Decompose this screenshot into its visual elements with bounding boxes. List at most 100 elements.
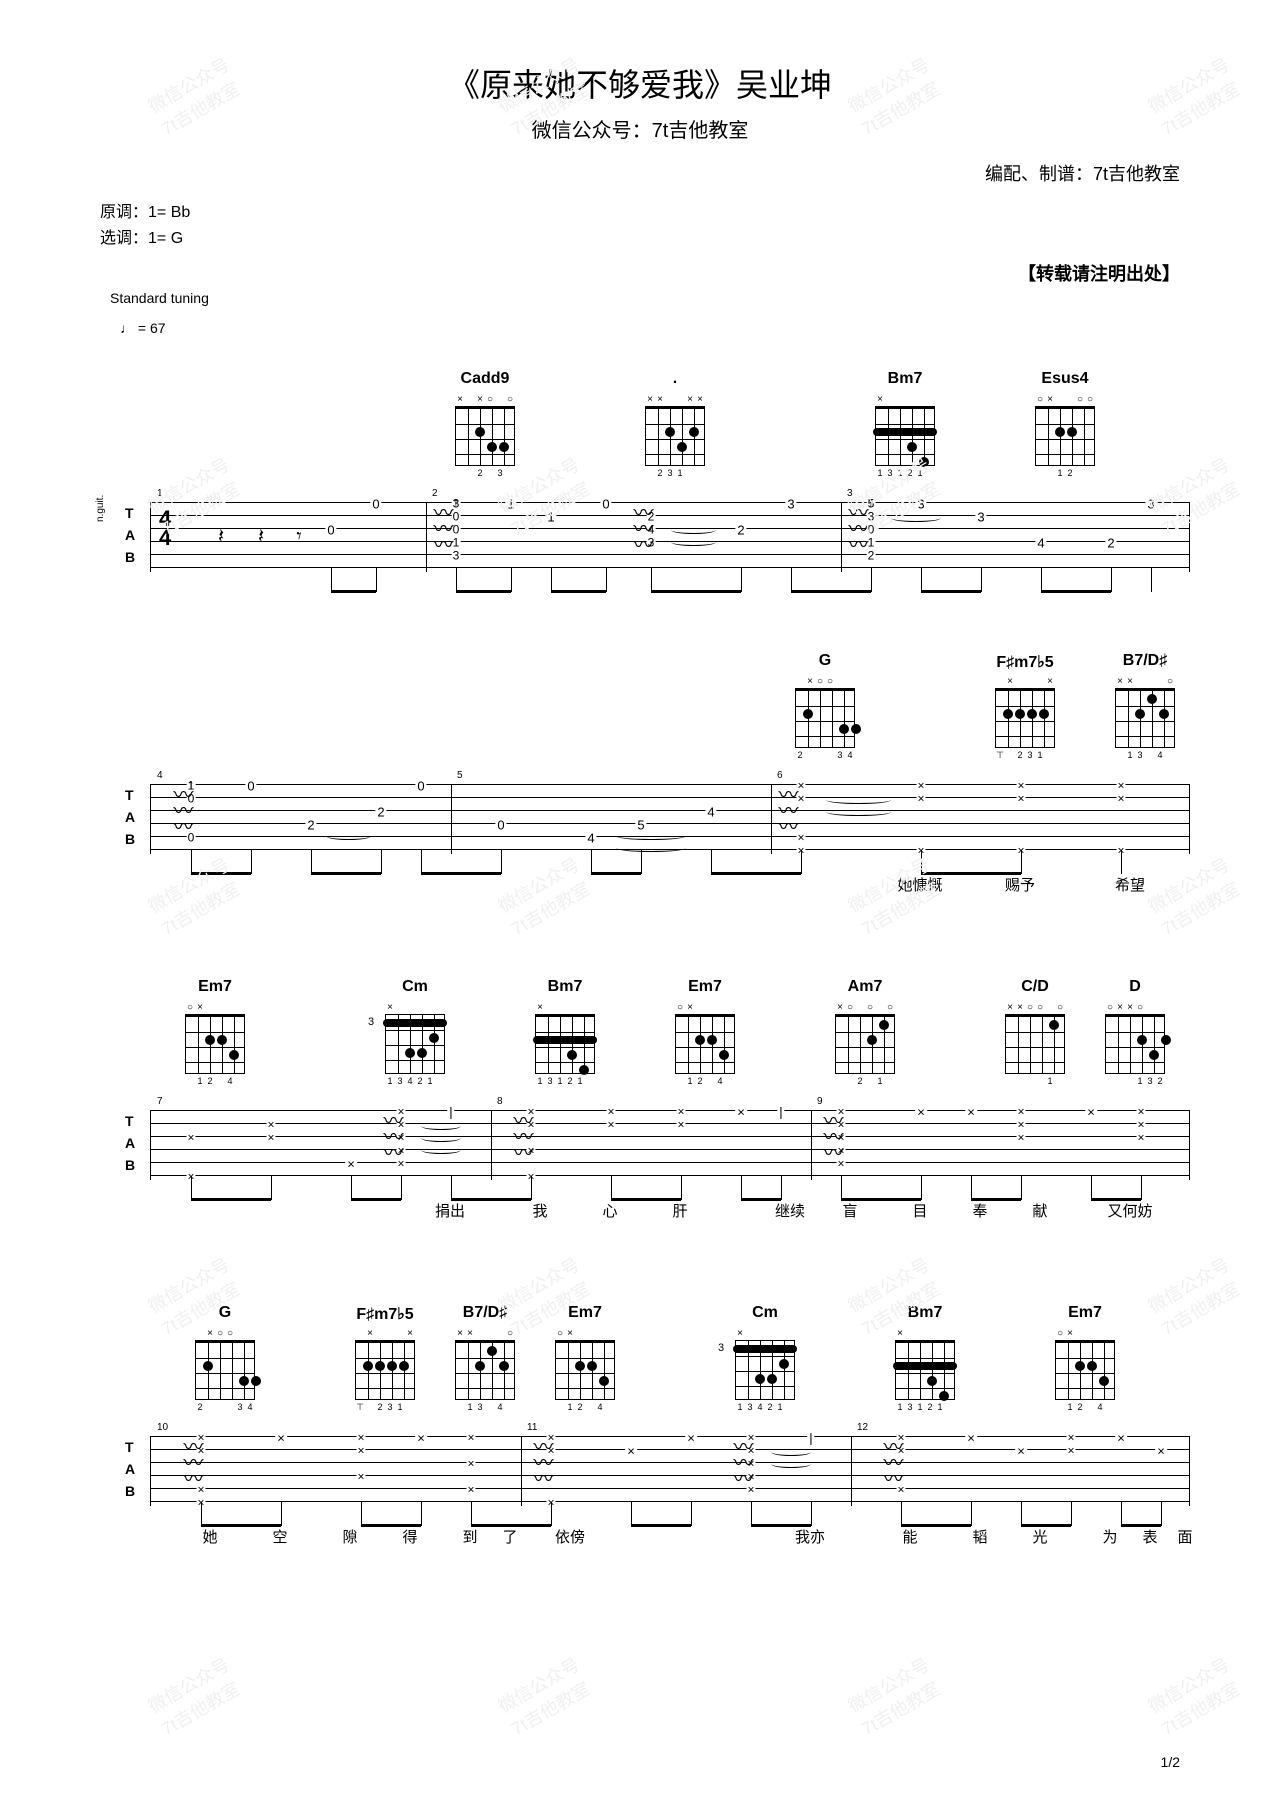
chord-name: . — [673, 370, 677, 390]
measure-number: 8 — [497, 1096, 503, 1107]
tab-staff: 789TAB××××××××××|×××××××××|×××××××××××××… — [150, 1110, 1190, 1180]
strum-wavy-icon: 〰〰〰 — [826, 1110, 836, 1158]
chord-name: Am7 — [848, 978, 883, 998]
tie-arc — [616, 844, 686, 852]
tab-note: 3 — [915, 497, 926, 512]
chord-name: Bm7 — [908, 1304, 943, 1324]
tab-note: 4 — [705, 805, 716, 820]
tab-note: 0 — [495, 818, 506, 833]
tab-note: × — [685, 1431, 697, 1446]
tie-arc — [671, 526, 716, 534]
tempo-marking: ♩ = 67 — [120, 320, 166, 336]
tab-clef-label: TAB — [125, 506, 135, 572]
strum-wavy-icon: 〰〰〰 — [736, 1436, 746, 1484]
rest-symbol: 𝄽 — [258, 526, 264, 549]
tab-staff: 456TAB10002200454×××××××××××××〰〰〰〰〰〰↑ — [150, 784, 1190, 854]
chord-name: Cm — [402, 978, 428, 998]
lyric-syllable: 依傍 — [555, 1526, 585, 1547]
chord-diagram: ×13121 — [890, 1328, 960, 1418]
lyric-syllable: 空 — [272, 1526, 287, 1547]
tab-note: × — [415, 1431, 427, 1446]
tab-system: G×○○234F♯m7♭5××⊤231B7/D♯××○134456TAB1000… — [90, 652, 1190, 898]
time-signature: 44 — [159, 510, 171, 547]
chord-diagram: ××○○○1 — [1000, 1002, 1070, 1092]
lyric-syllable: 她 — [202, 1526, 217, 1547]
original-key: 原调：1= Bb — [100, 200, 190, 226]
chord-name: B7/D♯ — [1123, 652, 1167, 672]
instrument-label: n.guit. — [95, 495, 106, 522]
tab-note: × — [965, 1431, 977, 1446]
watermark: 微信公众号7t吉他教室 — [493, 1651, 597, 1741]
tab-note: × — [1085, 1105, 1097, 1120]
lyric-syllable: 奉 — [972, 1200, 987, 1221]
watermark: 微信公众号7t吉他教室 — [143, 1651, 247, 1741]
repost-note: 【转载请注明出处】 — [1018, 260, 1180, 286]
tab-note: | — [807, 1431, 814, 1446]
chord-diagram: ××○○23 — [450, 394, 520, 484]
tab-note: 0 — [325, 523, 336, 538]
lyric-syllable: 赐予 — [1005, 874, 1035, 895]
measure-number: 1 — [157, 488, 163, 499]
tab-note: | — [447, 1105, 454, 1120]
rest-symbol: 𝄾 — [296, 526, 301, 549]
tie-arc — [771, 1448, 811, 1456]
tab-note: × — [1155, 1444, 1167, 1459]
lyric-syllable: 隙 — [342, 1526, 357, 1547]
lyric-syllable: 献 — [1032, 1200, 1047, 1221]
chord-diagram: ○×○○12 — [1030, 394, 1100, 484]
chord-name: G — [219, 1304, 231, 1324]
lyric-row: 她空隙得到了依傍我亦能韬光为表面 — [150, 1526, 1190, 1550]
chord-name: Em7 — [568, 1304, 602, 1324]
chord-diagram: ××⊤231 — [350, 1328, 420, 1418]
tuning-label: Standard tuning — [110, 290, 209, 306]
tab-note: 4 — [1035, 536, 1046, 551]
measure-number: 2 — [432, 488, 438, 499]
lyric-syllable: 肝 — [672, 1200, 687, 1221]
chord-diagram: ×○○234 — [790, 676, 860, 766]
strum-wavy-icon: 〰〰〰 — [516, 1110, 526, 1158]
tab-note: × — [275, 1431, 287, 1446]
tab-note: × — [915, 1105, 927, 1120]
strum-wavy-icon: 〰〰〰 — [436, 502, 446, 550]
tab-note: × — [1115, 1431, 1127, 1446]
chord-diagram: ×○○○21 — [830, 1002, 900, 1092]
tie-arc — [891, 514, 941, 522]
measure-number: 9 — [817, 1096, 823, 1107]
lyric-syllable: 盲 — [842, 1200, 857, 1221]
chord-diagram: ××××231 — [640, 394, 710, 484]
watermark: 微信公众号7t吉他教室 — [843, 1651, 947, 1741]
lyric-syllable: 心 — [602, 1200, 617, 1221]
tab-note: 2 — [305, 818, 316, 833]
lyric-syllable: 捐出 — [435, 1200, 465, 1221]
tab-note: | — [777, 1105, 784, 1120]
song-title: 《原来她不够爱我》吴业坤 — [90, 60, 1190, 106]
measure-number: 6 — [777, 770, 783, 781]
tie-arc — [326, 832, 371, 840]
tab-note: × — [735, 1105, 747, 1120]
lyric-syllable: 我亦 — [795, 1526, 825, 1547]
tab-system: Cadd9××○○23.××××231Bm7×13121Esus4○×○○121… — [90, 370, 1190, 572]
tab-note: 4 — [585, 831, 596, 846]
selected-key: 选调：1= G — [100, 226, 190, 252]
chord-name: C/D — [1021, 978, 1049, 998]
tie-arc — [826, 808, 891, 816]
tab-note: 3 — [785, 497, 796, 512]
chord-diagram: ×313421 — [730, 1328, 800, 1418]
chord-name: G — [819, 652, 831, 672]
lyric-row: 捐出我心肝继续盲目奉献又何妨 — [150, 1200, 1190, 1224]
tab-note: 2 — [1105, 536, 1116, 551]
subtitle: 微信公众号：7t吉他教室 — [90, 114, 1190, 143]
strum-wavy-icon: 〰〰〰 — [186, 1436, 196, 1484]
watermark: 微信公众号7t吉他教室 — [1143, 1651, 1247, 1741]
measure-number: 3 — [847, 488, 853, 499]
strum-wavy-icon: 〰〰〰 — [851, 502, 861, 550]
tie-arc — [421, 1122, 461, 1130]
arrow-up-icon: ↑ — [453, 494, 460, 510]
chord-diagram: ×313421 — [380, 1002, 450, 1092]
chord-diagram: ○×124 — [1050, 1328, 1120, 1418]
page-number: 1/2 — [1161, 1754, 1180, 1770]
strum-wavy-icon: 〰〰〰 — [781, 784, 791, 832]
lyric-syllable: 到 — [462, 1526, 477, 1547]
tab-note: 0 — [600, 497, 611, 512]
arrow-up-icon: ↑ — [188, 776, 195, 792]
